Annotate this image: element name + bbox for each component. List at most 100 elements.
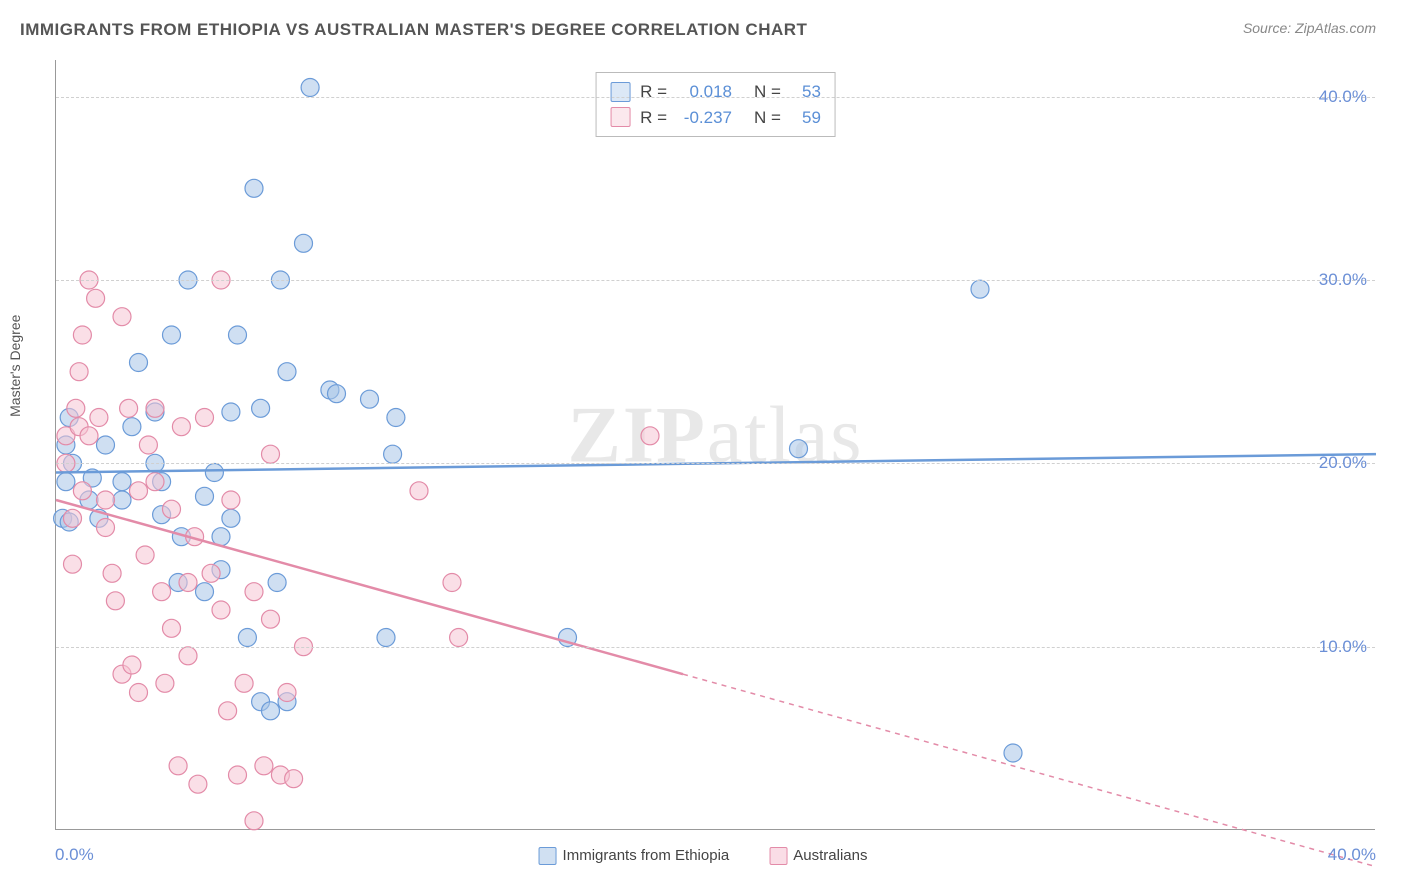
data-point-ethiopia bbox=[123, 418, 141, 436]
x-tick-max: 40.0% bbox=[1328, 845, 1376, 865]
data-point-australians bbox=[113, 308, 131, 326]
stat-n-value: 59 bbox=[791, 105, 821, 131]
y-tick-label: 20.0% bbox=[1319, 453, 1367, 473]
data-point-australians bbox=[179, 574, 197, 592]
gridline bbox=[56, 97, 1375, 98]
trendline-dashed-australians bbox=[683, 674, 1376, 867]
data-point-australians bbox=[278, 684, 296, 702]
trendline-australians bbox=[56, 500, 683, 674]
stat-n-value: 53 bbox=[791, 79, 821, 105]
stats-legend-box: R = 0.018 N = 53 R = -0.237 N = 59 bbox=[595, 72, 836, 137]
bottom-legend: Immigrants from EthiopiaAustralians bbox=[539, 847, 868, 865]
legend-swatch bbox=[769, 847, 787, 865]
data-point-australians bbox=[130, 482, 148, 500]
data-point-australians bbox=[229, 766, 247, 784]
data-point-ethiopia bbox=[1004, 744, 1022, 762]
data-point-australians bbox=[196, 409, 214, 427]
data-point-ethiopia bbox=[57, 473, 75, 491]
data-point-ethiopia bbox=[301, 79, 319, 97]
data-point-australians bbox=[163, 619, 181, 637]
data-point-ethiopia bbox=[245, 179, 263, 197]
data-point-ethiopia bbox=[222, 403, 240, 421]
data-point-ethiopia bbox=[361, 390, 379, 408]
data-point-australians bbox=[153, 583, 171, 601]
stat-r-value: -0.237 bbox=[677, 105, 732, 131]
data-point-ethiopia bbox=[229, 326, 247, 344]
source-attribution: Source: ZipAtlas.com bbox=[1243, 20, 1376, 36]
data-point-australians bbox=[106, 592, 124, 610]
data-point-australians bbox=[202, 564, 220, 582]
data-point-ethiopia bbox=[113, 473, 131, 491]
stat-n-label: N = bbox=[754, 105, 781, 131]
data-point-ethiopia bbox=[205, 464, 223, 482]
y-tick-label: 30.0% bbox=[1319, 270, 1367, 290]
y-tick-label: 40.0% bbox=[1319, 87, 1367, 107]
stat-n-label: N = bbox=[754, 79, 781, 105]
chart-title: IMMIGRANTS FROM ETHIOPIA VS AUSTRALIAN M… bbox=[20, 20, 807, 40]
gridline bbox=[56, 280, 1375, 281]
y-tick-label: 10.0% bbox=[1319, 637, 1367, 657]
stat-swatch bbox=[610, 107, 630, 127]
data-point-ethiopia bbox=[328, 385, 346, 403]
stat-row-australians: R = -0.237 N = 59 bbox=[610, 105, 821, 131]
stat-row-ethiopia: R = 0.018 N = 53 bbox=[610, 79, 821, 105]
data-point-australians bbox=[90, 409, 108, 427]
data-point-australians bbox=[64, 555, 82, 573]
data-point-australians bbox=[410, 482, 428, 500]
gridline bbox=[56, 463, 1375, 464]
data-point-australians bbox=[73, 482, 91, 500]
data-point-australians bbox=[120, 399, 138, 417]
stat-r-value: 0.018 bbox=[677, 79, 732, 105]
data-point-australians bbox=[222, 491, 240, 509]
data-point-australians bbox=[146, 473, 164, 491]
data-point-australians bbox=[172, 418, 190, 436]
data-point-australians bbox=[103, 564, 121, 582]
data-point-australians bbox=[139, 436, 157, 454]
data-point-ethiopia bbox=[295, 234, 313, 252]
data-point-australians bbox=[285, 770, 303, 788]
legend-item: Immigrants from Ethiopia bbox=[539, 847, 730, 865]
data-point-ethiopia bbox=[163, 326, 181, 344]
data-point-australians bbox=[262, 445, 280, 463]
data-point-australians bbox=[245, 583, 263, 601]
data-point-ethiopia bbox=[387, 409, 405, 427]
y-axis-label: Master's Degree bbox=[7, 315, 23, 417]
data-point-australians bbox=[130, 684, 148, 702]
data-point-australians bbox=[262, 610, 280, 628]
data-point-australians bbox=[146, 399, 164, 417]
data-point-ethiopia bbox=[196, 487, 214, 505]
stat-r-label: R = bbox=[640, 105, 667, 131]
data-point-australians bbox=[443, 574, 461, 592]
data-point-ethiopia bbox=[97, 436, 115, 454]
data-point-ethiopia bbox=[268, 574, 286, 592]
chart-container: Master's Degree ZIPatlas R = 0.018N = 53… bbox=[20, 50, 1386, 870]
data-point-australians bbox=[163, 500, 181, 518]
data-point-ethiopia bbox=[790, 440, 808, 458]
data-point-ethiopia bbox=[196, 583, 214, 601]
data-point-australians bbox=[245, 812, 263, 830]
data-point-australians bbox=[70, 363, 88, 381]
data-point-ethiopia bbox=[238, 629, 256, 647]
data-point-australians bbox=[179, 647, 197, 665]
data-point-ethiopia bbox=[384, 445, 402, 463]
stat-swatch bbox=[610, 82, 630, 102]
plot-area: ZIPatlas R = 0.018N = 53R = -0.237N = 59… bbox=[55, 60, 1375, 830]
legend-swatch bbox=[539, 847, 557, 865]
data-point-ethiopia bbox=[130, 354, 148, 372]
data-point-australians bbox=[450, 629, 468, 647]
x-tick-min: 0.0% bbox=[55, 845, 94, 865]
data-point-australians bbox=[641, 427, 659, 445]
data-point-ethiopia bbox=[278, 363, 296, 381]
data-point-australians bbox=[235, 674, 253, 692]
data-point-ethiopia bbox=[113, 491, 131, 509]
data-point-australians bbox=[169, 757, 187, 775]
data-point-australians bbox=[97, 491, 115, 509]
data-point-australians bbox=[255, 757, 273, 775]
data-point-australians bbox=[73, 326, 91, 344]
data-point-australians bbox=[67, 399, 85, 417]
data-point-ethiopia bbox=[377, 629, 395, 647]
data-point-ethiopia bbox=[262, 702, 280, 720]
stat-r-label: R = bbox=[640, 79, 667, 105]
data-point-australians bbox=[80, 427, 98, 445]
data-point-australians bbox=[123, 656, 141, 674]
